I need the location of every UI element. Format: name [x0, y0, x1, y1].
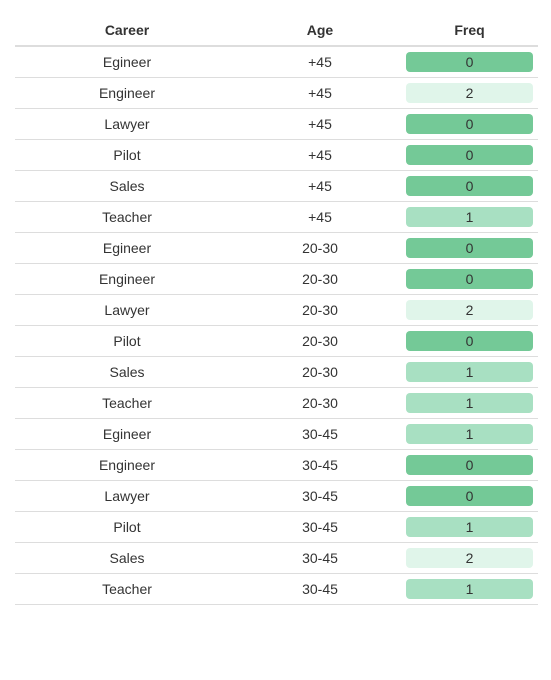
freq-badge: 2 [406, 83, 533, 103]
freq-cell: 1 [401, 419, 538, 450]
freq-cell: 0 [401, 140, 538, 171]
freq-badge: 0 [406, 176, 533, 196]
table-row: Engineer 20-30 0 [15, 264, 538, 295]
freq-cell: 2 [401, 78, 538, 109]
age-cell: +45 [239, 78, 401, 109]
freq-cell: 1 [401, 574, 538, 605]
freq-badge: 1 [406, 207, 533, 227]
freq-badge: 0 [406, 52, 533, 72]
freq-cell: 1 [401, 512, 538, 543]
career-cell: Sales [15, 543, 239, 574]
age-cell: +45 [239, 171, 401, 202]
career-cell: Egineer [15, 419, 239, 450]
freq-badge: 1 [406, 362, 533, 382]
column-header-career[interactable]: Career [15, 14, 239, 46]
freq-badge: 0 [406, 486, 533, 506]
freq-cell: 1 [401, 388, 538, 419]
age-cell: +45 [239, 109, 401, 140]
table-row: Teacher 20-30 1 [15, 388, 538, 419]
freq-badge: 2 [406, 300, 533, 320]
age-cell: 20-30 [239, 326, 401, 357]
age-cell: 20-30 [239, 357, 401, 388]
career-cell: Teacher [15, 388, 239, 419]
table-row: Egineer 20-30 0 [15, 233, 538, 264]
freq-badge: 1 [406, 424, 533, 444]
age-cell: 20-30 [239, 295, 401, 326]
career-cell: Lawyer [15, 109, 239, 140]
table-row: Pilot 20-30 0 [15, 326, 538, 357]
career-cell: Pilot [15, 326, 239, 357]
freq-cell: 2 [401, 543, 538, 574]
freq-badge: 1 [406, 393, 533, 413]
career-cell: Egineer [15, 233, 239, 264]
age-cell: +45 [239, 140, 401, 171]
freq-cell: 0 [401, 46, 538, 78]
freq-badge: 0 [406, 455, 533, 475]
column-header-freq[interactable]: Freq [401, 14, 538, 46]
age-cell: 30-45 [239, 450, 401, 481]
freq-badge: 0 [406, 331, 533, 351]
age-cell: 20-30 [239, 264, 401, 295]
table-row: Pilot 30-45 1 [15, 512, 538, 543]
freq-cell: 2 [401, 295, 538, 326]
table-row: Teacher +45 1 [15, 202, 538, 233]
table-row: Sales 20-30 1 [15, 357, 538, 388]
age-cell: +45 [239, 202, 401, 233]
age-cell: 30-45 [239, 419, 401, 450]
career-cell: Engineer [15, 78, 239, 109]
career-cell: Sales [15, 357, 239, 388]
table-row: Engineer +45 2 [15, 78, 538, 109]
freq-cell: 1 [401, 202, 538, 233]
career-cell: Egineer [15, 46, 239, 78]
freq-badge: 1 [406, 579, 533, 599]
freq-cell: 0 [401, 109, 538, 140]
career-cell: Sales [15, 171, 239, 202]
table-row: Sales 30-45 2 [15, 543, 538, 574]
freq-badge: 0 [406, 114, 533, 134]
freq-cell: 0 [401, 481, 538, 512]
table-row: Lawyer 20-30 2 [15, 295, 538, 326]
age-cell: 30-45 [239, 481, 401, 512]
freq-cell: 0 [401, 450, 538, 481]
freq-cell: 0 [401, 233, 538, 264]
table-row: Engineer 30-45 0 [15, 450, 538, 481]
age-cell: 30-45 [239, 574, 401, 605]
table-row: Teacher 30-45 1 [15, 574, 538, 605]
career-cell: Lawyer [15, 481, 239, 512]
freq-badge: 0 [406, 269, 533, 289]
career-cell: Pilot [15, 140, 239, 171]
table-row: Lawyer 30-45 0 [15, 481, 538, 512]
table-header: Career Age Freq [15, 14, 538, 46]
age-cell: +45 [239, 46, 401, 78]
career-cell: Teacher [15, 574, 239, 605]
freq-cell: 0 [401, 171, 538, 202]
age-cell: 30-45 [239, 512, 401, 543]
table-body: Egineer +45 0 Engineer +45 2 Lawyer +45 0 Pilot +4… [15, 46, 538, 605]
table-row: Egineer +45 0 [15, 46, 538, 78]
freq-cell: 0 [401, 264, 538, 295]
freq-cell: 1 [401, 357, 538, 388]
career-cell: Lawyer [15, 295, 239, 326]
career-cell: Engineer [15, 450, 239, 481]
table-row: Lawyer +45 0 [15, 109, 538, 140]
freq-badge: 0 [406, 145, 533, 165]
header-row: Career Age Freq [15, 14, 538, 46]
age-cell: 20-30 [239, 233, 401, 264]
freq-badge: 0 [406, 238, 533, 258]
freq-cell: 0 [401, 326, 538, 357]
age-cell: 30-45 [239, 543, 401, 574]
column-header-age[interactable]: Age [239, 14, 401, 46]
table-row: Pilot +45 0 [15, 140, 538, 171]
freq-badge: 1 [406, 517, 533, 537]
career-cell: Pilot [15, 512, 239, 543]
career-cell: Teacher [15, 202, 239, 233]
table-row: Egineer 30-45 1 [15, 419, 538, 450]
age-cell: 20-30 [239, 388, 401, 419]
table-row: Sales +45 0 [15, 171, 538, 202]
career-cell: Engineer [15, 264, 239, 295]
career-age-frequency-table: Career Age Freq Egineer +45 0 Engineer +45 2 L… [15, 14, 538, 605]
data-table-container: Career Age Freq Egineer +45 0 Engineer +45 2 L… [15, 14, 538, 605]
freq-badge: 2 [406, 548, 533, 568]
